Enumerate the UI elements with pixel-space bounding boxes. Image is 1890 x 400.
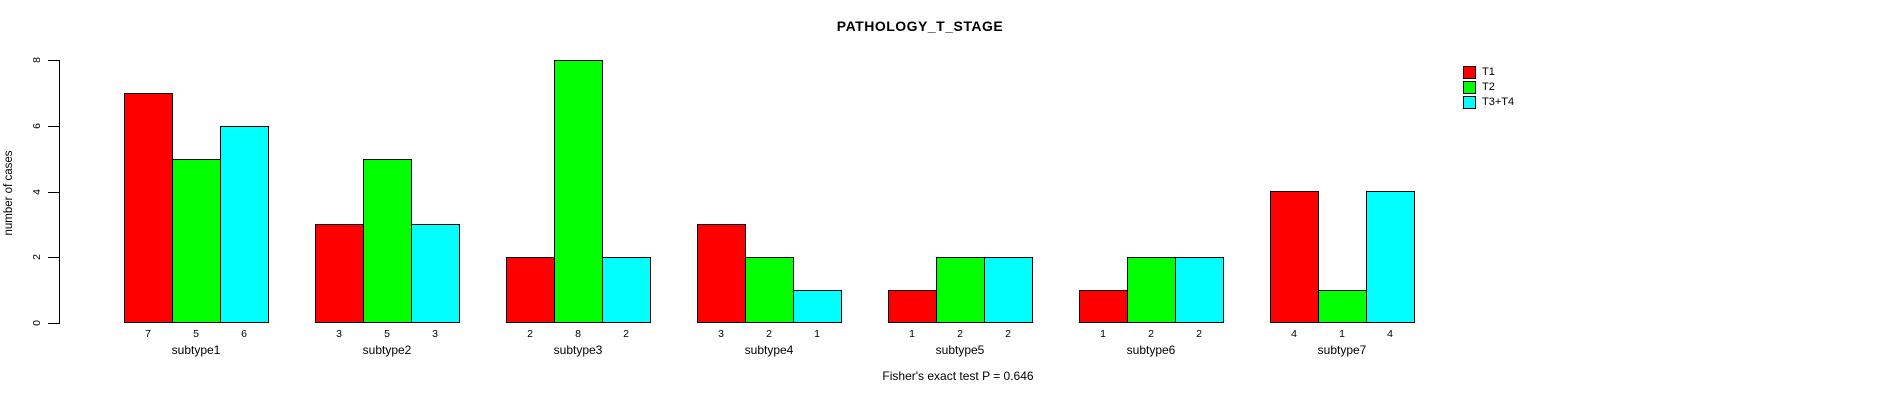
bar-value-label: 2 (766, 328, 772, 340)
legend-label-T3+T4: T3+T4 (1482, 96, 1515, 108)
bar-value-label: 8 (575, 328, 581, 340)
bar-value-label: 2 (1196, 328, 1202, 340)
category-label-subtype6: subtype6 (1126, 343, 1176, 357)
bar-value-label: 5 (384, 328, 390, 340)
bar-value-label: 2 (623, 328, 629, 340)
bar-T3+T4-subtype4 (793, 290, 842, 323)
category-label-subtype5: subtype5 (935, 343, 985, 357)
y-axis-title: number of cases (3, 150, 15, 236)
bar-value-label: 2 (957, 328, 963, 340)
bar-T2-subtype1 (172, 159, 221, 323)
chart-title: PATHOLOGY_T_STAGE (836, 18, 1004, 34)
bar-T3+T4-subtype2 (411, 224, 460, 323)
y-axis-tick-label: 8 (31, 57, 43, 63)
bar-value-label: 2 (1148, 328, 1154, 340)
bar-value-label: 4 (1387, 328, 1393, 340)
bar-T1-subtype3 (506, 257, 555, 323)
bar-T2-subtype4 (745, 257, 794, 323)
bar-value-label: 1 (814, 328, 820, 340)
bar-T2-subtype5 (936, 257, 985, 323)
bar-T1-subtype1 (124, 93, 173, 323)
category-label-subtype3: subtype3 (553, 343, 603, 357)
y-axis-line (59, 60, 60, 324)
bar-T3+T4-subtype1 (220, 126, 269, 323)
bar-T3+T4-subtype3 (602, 257, 651, 323)
bar-T2-subtype7 (1318, 290, 1367, 323)
bar-value-label: 1 (909, 328, 915, 340)
y-axis-tick (48, 126, 59, 127)
bar-T1-subtype6 (1079, 290, 1128, 323)
category-label-subtype1: subtype1 (171, 343, 221, 357)
bar-value-label: 2 (527, 328, 533, 340)
legend-label-T2: T2 (1482, 81, 1495, 93)
bar-value-label: 7 (145, 328, 151, 340)
bar-T1-subtype7 (1270, 191, 1319, 323)
bar-value-label: 5 (193, 328, 199, 340)
bar-T3+T4-subtype7 (1366, 191, 1415, 323)
y-axis-tick (48, 323, 59, 324)
bar-value-label: 3 (336, 328, 342, 340)
bar-value-label: 2 (1005, 328, 1011, 340)
legend-swatch-T1 (1463, 66, 1476, 79)
bar-value-label: 6 (241, 328, 247, 340)
y-axis-tick-label: 6 (31, 123, 43, 129)
y-axis-tick (48, 257, 59, 258)
annotation-fisher-test: Fisher's exact test P = 0.646 (882, 369, 1034, 383)
bar-value-label: 1 (1100, 328, 1106, 340)
bar-T1-subtype5 (888, 290, 937, 323)
bar-value-label: 3 (718, 328, 724, 340)
category-label-subtype2: subtype2 (362, 343, 412, 357)
y-axis-tick-label: 2 (31, 254, 43, 260)
bar-T1-subtype4 (697, 224, 746, 323)
y-axis-tick-label: 4 (31, 189, 43, 195)
category-label-subtype7: subtype7 (1317, 343, 1367, 357)
category-label-subtype4: subtype4 (744, 343, 794, 357)
bar-T2-subtype2 (363, 159, 412, 323)
bar-T2-subtype6 (1127, 257, 1176, 323)
bar-T2-subtype3 (554, 60, 603, 323)
y-axis-tick-label: 0 (31, 320, 43, 326)
bar-value-label: 3 (432, 328, 438, 340)
y-axis-tick (48, 192, 59, 193)
bar-value-label: 4 (1291, 328, 1297, 340)
bar-T3+T4-subtype6 (1175, 257, 1224, 323)
bar-value-label: 1 (1339, 328, 1345, 340)
legend-label-T1: T1 (1482, 66, 1495, 78)
legend-swatch-T2 (1463, 81, 1476, 94)
bar-T3+T4-subtype5 (984, 257, 1033, 323)
bar-T1-subtype2 (315, 224, 364, 323)
legend-swatch-T3+T4 (1463, 96, 1476, 109)
y-axis-tick (48, 60, 59, 61)
